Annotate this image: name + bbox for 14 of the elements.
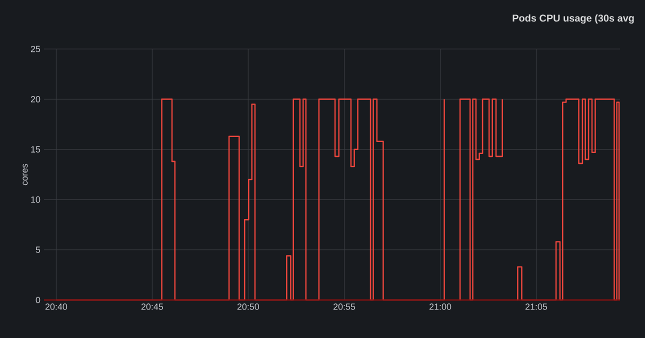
y-tick-label: 10 bbox=[31, 196, 40, 203]
chart-title: Pods CPU usage (30s avg bbox=[512, 14, 634, 24]
x-tick-label: 20:50 bbox=[237, 304, 260, 310]
x-tick-label: 20:40 bbox=[45, 304, 68, 310]
x-tick-label: 21:00 bbox=[429, 304, 452, 310]
x-tick-label: 21:05 bbox=[525, 304, 548, 310]
x-tick-label: 20:55 bbox=[334, 304, 356, 310]
y-tick-label: 15 bbox=[31, 146, 40, 153]
y-tick-label: 5 bbox=[36, 246, 40, 253]
x-tick-label: 20:45 bbox=[141, 304, 164, 310]
y-axis-title: cores bbox=[22, 164, 28, 186]
y-tick-label: 25 bbox=[30, 46, 40, 52]
y-tick-label: 0 bbox=[36, 296, 40, 304]
y-tick-label: 20 bbox=[30, 96, 40, 102]
